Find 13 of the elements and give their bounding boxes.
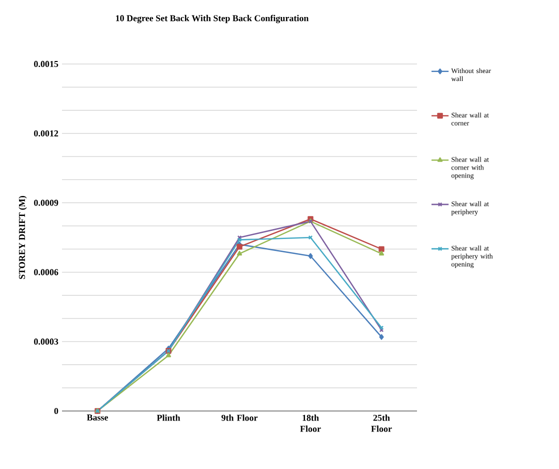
y-tick-label: 0.0003 <box>34 338 58 345</box>
x-tick-label: 25th Floor <box>371 414 392 432</box>
x-tick-label: 9th Floor <box>222 414 258 421</box>
x-tick-label: Plinth <box>156 414 180 421</box>
x-tick-label: 18th Floor <box>300 414 321 432</box>
y-tick-label: 0.0009 <box>34 200 58 206</box>
y-tick-label: 0 <box>54 408 58 414</box>
y-tick-label: 0.0006 <box>34 269 58 276</box>
y-tick-label: 0.0012 <box>34 130 58 136</box>
y-tick-label: 0.0015 <box>34 60 58 68</box>
x-tick-label: Basse <box>86 414 108 421</box>
y-axis-title: STOREY DRIFT (M) <box>18 196 27 279</box>
chart-title: 10 Degree Set Back With Step Back Configuration <box>116 14 309 24</box>
